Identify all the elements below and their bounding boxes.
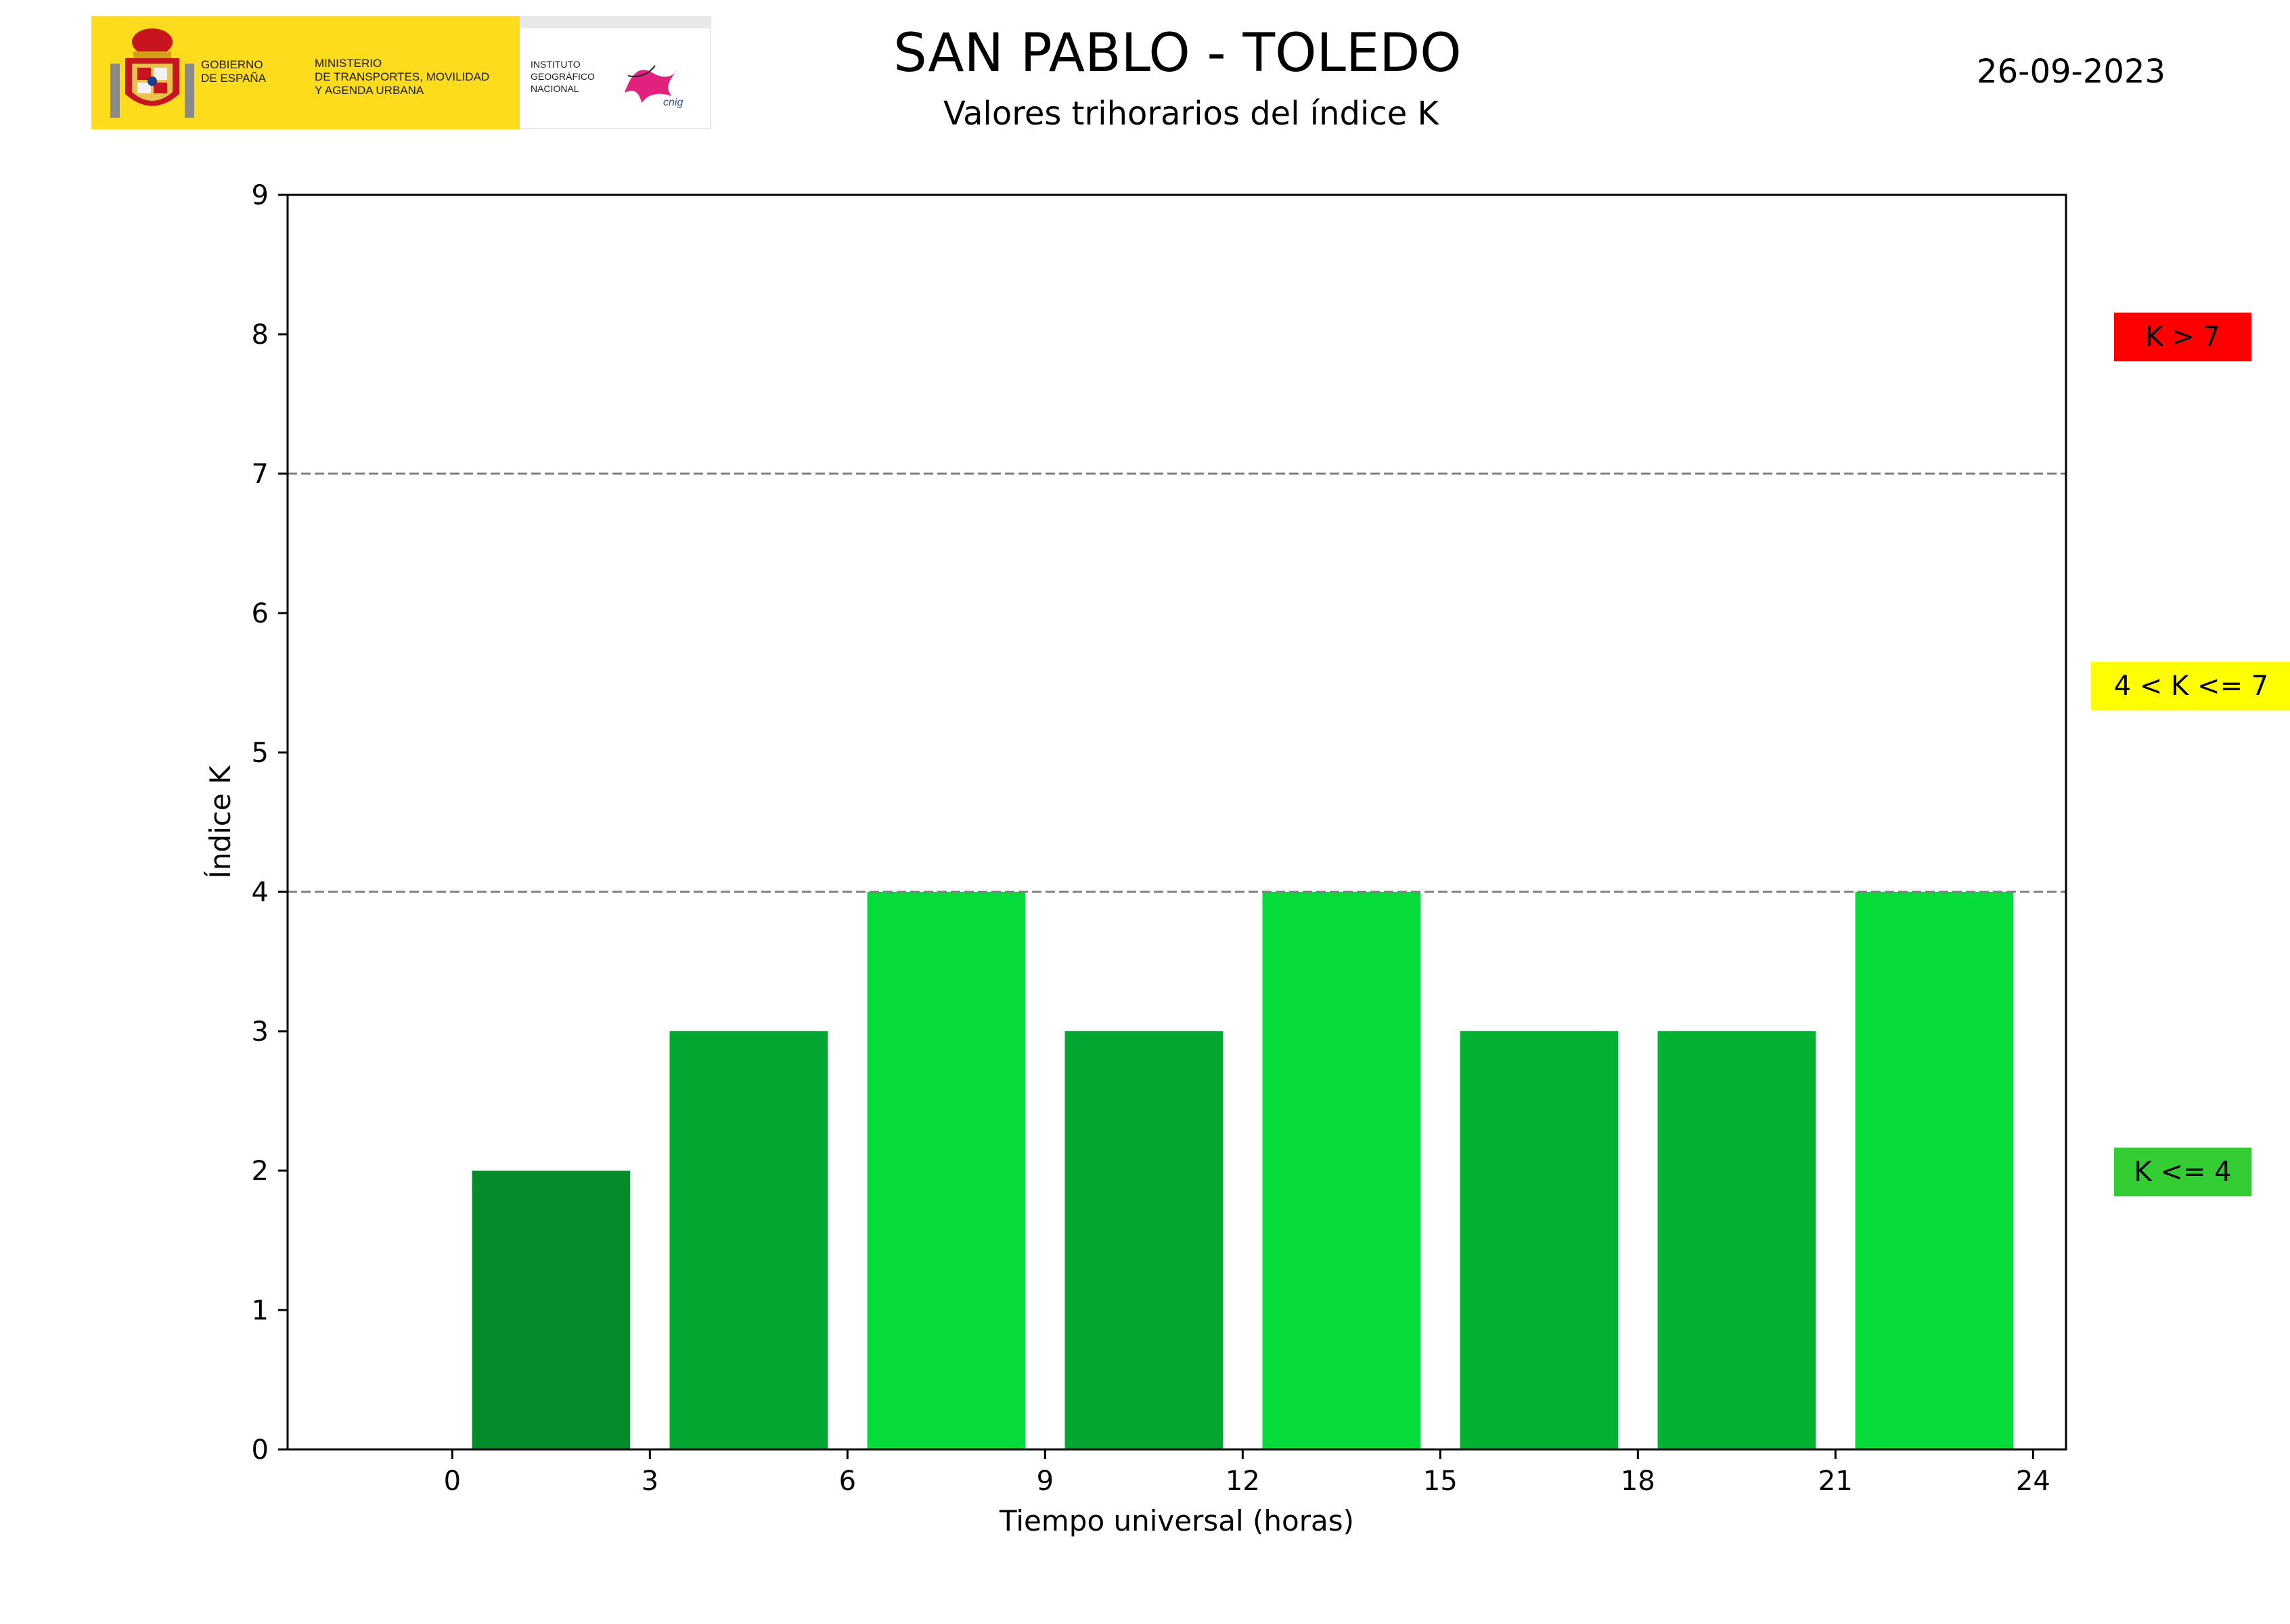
logo-ministerio-text: MINISTERIO DE TRANSPORTES, MOVILIDAD Y A…	[315, 57, 490, 97]
x-tick-label-24: 24	[2016, 1466, 2050, 1497]
x-tick-label-3: 3	[642, 1466, 658, 1497]
y-tick-label-5: 5	[252, 738, 269, 769]
x-tick-label-9: 9	[1037, 1466, 1054, 1497]
bar-2	[867, 892, 1026, 1449]
bar-3	[1064, 1031, 1223, 1449]
bar-6	[1657, 1031, 1816, 1449]
coat-of-arms-icon	[110, 28, 194, 118]
chart-date: 26-09-2023	[1977, 53, 2165, 91]
legend-item-0: K > 7	[2114, 313, 2251, 361]
ign-logo: INSTITUTO GEOGRÁFICO NACIONAL cnig	[520, 16, 711, 129]
y-axis-label: Índice K	[203, 765, 237, 879]
y-tick-label-3: 3	[252, 1016, 269, 1047]
y-tick-label-0: 0	[252, 1435, 269, 1466]
y-tick-label-7: 7	[252, 459, 269, 490]
y-tick-label-6: 6	[252, 598, 269, 629]
y-tick-label-2: 2	[252, 1156, 269, 1187]
ign-swirl-icon	[625, 65, 679, 103]
y-tick-label-8: 8	[252, 319, 269, 351]
x-tick-label-21: 21	[1818, 1466, 1853, 1497]
y-tick-label-4: 4	[252, 877, 269, 908]
bar-7	[1855, 892, 2014, 1449]
bar-5	[1460, 1031, 1619, 1449]
x-tick-label-12: 12	[1226, 1466, 1260, 1497]
bar-4	[1262, 892, 1421, 1449]
chart-title: SAN PABLO - TOLEDO	[893, 23, 1462, 84]
x-axis-label: Tiempo universal (horas)	[999, 1504, 1354, 1537]
bar-0	[472, 1171, 631, 1449]
logo-cnig-text: cnig	[663, 97, 683, 108]
y-tick-label-9: 9	[252, 180, 269, 211]
legend-item-2: K <= 4	[2114, 1148, 2251, 1196]
logo-gobierno-text: GOBIERNO DE ESPAÑA	[201, 58, 267, 85]
government-logo: GOBIERNO DE ESPAÑA MINISTERIO DE TRANSPO…	[91, 16, 520, 129]
logo-block: GOBIERNO DE ESPAÑA MINISTERIO DE TRANSPO…	[91, 16, 711, 129]
legend-item-1: 4 < K <= 7	[2091, 662, 2290, 710]
x-tick-label-6: 6	[839, 1466, 856, 1497]
bar-1	[669, 1031, 828, 1449]
chart-subtitle: Valores trihorarios del índice K	[943, 95, 1439, 133]
logo-instituto-text: INSTITUTO GEOGRÁFICO NACIONAL	[531, 59, 595, 94]
plot-frame	[286, 194, 2067, 1451]
x-tick-label-18: 18	[1621, 1466, 1655, 1497]
y-tick-label-1: 1	[252, 1295, 269, 1326]
x-tick-label-15: 15	[1423, 1466, 1458, 1497]
x-tick-label-0: 0	[444, 1466, 461, 1497]
